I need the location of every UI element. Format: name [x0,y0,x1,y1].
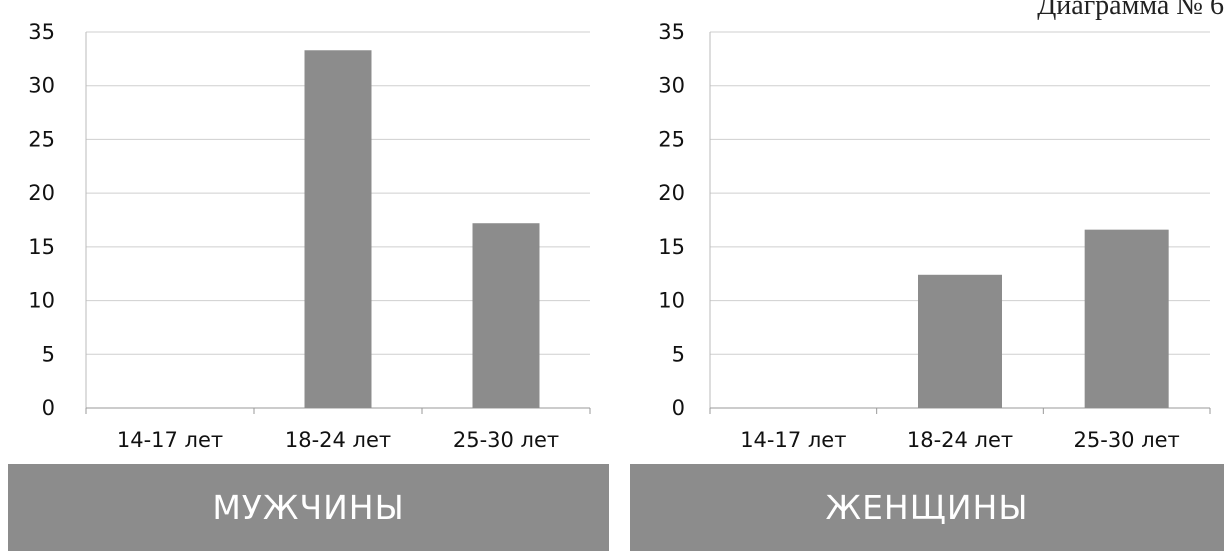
y-tick-label: 25 [658,127,685,151]
y-tick-label: 0 [672,396,685,420]
x-tick-label: 14-17 лет [740,428,846,452]
bar [472,223,540,408]
bar [1084,229,1169,408]
x-tick-label: 18-24 лет [285,428,391,452]
x-tick-label: 14-17 лет [117,428,223,452]
bar [918,274,1002,408]
x-tick-label: 25-30 лет [1074,428,1180,452]
chart-panel-women: 0 5 10 15 20 25 30 35 14-17 лет 18-24 лет 25-30 ле… [630,0,1224,551]
y-tick-label: 20 [658,181,685,205]
y-tick-label: 15 [28,235,55,259]
x-tick-label: 18-24 лет [907,428,1013,452]
y-tick-label: 10 [658,289,685,313]
y-tick-label: 30 [28,74,55,98]
banner-women-label: ЖЕНЩИНЫ [825,488,1029,527]
y-tick-label: 5 [672,342,685,366]
y-tick-label: 0 [42,396,55,420]
chart-women: 0 5 10 15 20 25 30 35 14-17 лет 18-24 лет 25-30 ле… [658,20,1211,452]
y-tick-label: 25 [28,127,55,151]
y-tick-label: 15 [658,235,685,259]
y-tick-label: 20 [28,181,55,205]
banner-men: МУЖЧИНЫ [8,464,609,551]
y-tick-label: 10 [28,289,55,313]
y-tick-label: 35 [658,20,685,44]
y-tick-label: 5 [42,342,55,366]
chart-panel-men: 0 5 10 15 20 25 30 35 14-17 лет 18-24 лет 25-30 ле… [8,20,609,551]
banner-women: ЖЕНЩИНЫ [630,464,1224,551]
y-tick-label: 35 [28,20,55,44]
x-tick-label: 25-30 лет [453,428,559,452]
bar [304,50,372,409]
chart-men: 0 5 10 15 20 25 30 35 14-17 лет 18-24 лет 25-30 ле… [28,20,591,452]
page-caption: Диаграмма № 6 [1037,0,1224,21]
y-tick-label: 30 [658,74,685,98]
banner-men-label: МУЖЧИНЫ [212,488,405,527]
